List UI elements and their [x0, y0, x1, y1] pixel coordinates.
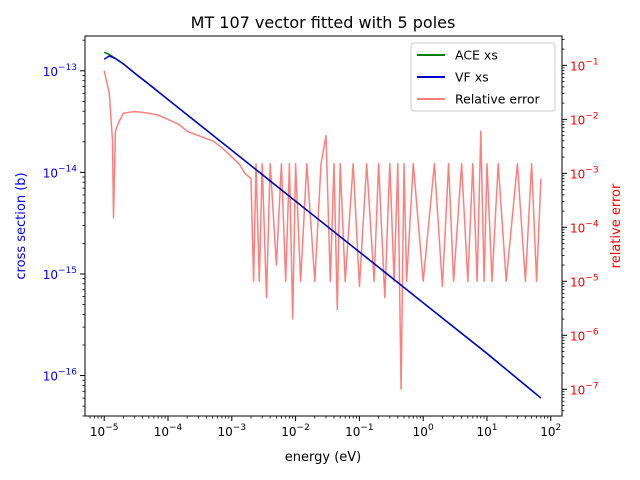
x-tick-label-base: 10	[540, 425, 555, 439]
y-right-tick-label-base: 10	[570, 167, 585, 181]
x-tick-label: 101	[476, 423, 497, 439]
axes-frame	[84, 35, 563, 417]
y-right-tick-label: 10−6	[570, 327, 599, 343]
y-right-tick-label-exp: −5	[585, 273, 598, 283]
x-tick-label-exp: −5	[105, 423, 118, 433]
y-left-tick-label-base: 10	[43, 268, 58, 282]
y-left-tick-label-exp: −15	[58, 266, 77, 276]
y-left-tick-label: 10−14	[43, 164, 78, 180]
y-left-tick-label-exp: −14	[58, 164, 77, 174]
y-left-tick-label: 10−13	[43, 63, 77, 79]
plot-area	[103, 51, 542, 399]
legend-label-relative-error: Relative error	[455, 92, 541, 107]
y-right-tick-label-base: 10	[570, 383, 585, 397]
y-axis-label-left: cross section (b)	[14, 172, 29, 279]
x-tick-label: 102	[540, 423, 561, 439]
legend: ACE xs VF xs Relative error	[410, 42, 556, 112]
x-axis: 10−5 10−4 10−3 10−2 10−1 100 101 102	[89, 416, 561, 439]
y-right-tick-label-exp: −3	[585, 165, 598, 175]
y-right-tick-label: 10−7	[570, 381, 599, 397]
y-right-tick-label: 10−4	[570, 219, 599, 235]
y-left-tick-label-base: 10	[43, 65, 58, 79]
y-right-tick-label: 10−2	[570, 111, 599, 127]
series-line-relative-error	[103, 70, 542, 391]
x-tick-label-exp: 0	[428, 423, 434, 433]
x-tick-label: 10−4	[154, 423, 183, 439]
x-tick-label-base: 10	[476, 425, 491, 439]
x-tick-label-base: 10	[413, 425, 428, 439]
x-tick-label: 10−5	[90, 423, 119, 439]
x-tick-label-base: 10	[345, 425, 360, 439]
y-axis-right: 10−110−210−310−410−510−610−7	[562, 39, 599, 412]
y-right-tick-label-exp: −7	[585, 381, 598, 391]
y-right-tick-label-base: 10	[570, 329, 585, 343]
series-line-vf-xs	[103, 55, 542, 399]
y-right-tick-label-exp: −1	[585, 57, 598, 67]
y-left-tick-label-base: 10	[43, 166, 58, 180]
y-right-tick-label-base: 10	[570, 113, 585, 127]
y-right-tick-label-base: 10	[570, 59, 585, 73]
x-tick-label-base: 10	[281, 425, 296, 439]
x-tick-label: 10−1	[345, 423, 374, 439]
y-right-tick-label-exp: −6	[585, 327, 599, 337]
legend-label-ace-xs: ACE xs	[455, 48, 498, 63]
x-tick-label-base: 10	[90, 425, 105, 439]
x-tick-label-exp: −2	[297, 423, 310, 433]
y-left-tick-label-exp: −16	[58, 368, 77, 378]
y-right-tick-label: 10−1	[570, 57, 599, 73]
x-tick-label-exp: −3	[233, 423, 246, 433]
x-tick-label-exp: 1	[492, 423, 498, 433]
y-right-tick-label-exp: −4	[585, 219, 599, 229]
x-tick-label: 100	[413, 423, 434, 439]
x-tick-label-exp: −1	[360, 423, 373, 433]
y-right-tick-label-exp: −2	[585, 111, 598, 121]
x-tick-label: 10−3	[218, 423, 247, 439]
y-right-tick-label-base: 10	[570, 221, 585, 235]
x-tick-label-base: 10	[154, 425, 169, 439]
y-right-tick-label: 10−3	[570, 165, 599, 181]
x-axis-label: energy (eV)	[285, 450, 361, 465]
y-left-tick-label-base: 10	[43, 370, 58, 384]
y-left-tick-label: 10−15	[43, 266, 77, 282]
legend-box	[410, 42, 556, 112]
legend-label-vf-xs: VF xs	[455, 70, 489, 85]
y-left-tick-label: 10−16	[43, 368, 78, 384]
x-tick-label-base: 10	[218, 425, 233, 439]
y-right-tick-label: 10−5	[570, 273, 599, 289]
x-tick-label-exp: −4	[169, 423, 183, 433]
x-tick-label-exp: 2	[556, 423, 562, 433]
chart-title: MT 107 vector fitted with 5 poles	[191, 13, 456, 32]
y-axis-label-right: relative error	[609, 183, 624, 268]
y-left-tick-label-exp: −13	[58, 63, 77, 73]
x-tick-label: 10−2	[281, 423, 310, 439]
y-right-tick-label-base: 10	[570, 275, 585, 289]
